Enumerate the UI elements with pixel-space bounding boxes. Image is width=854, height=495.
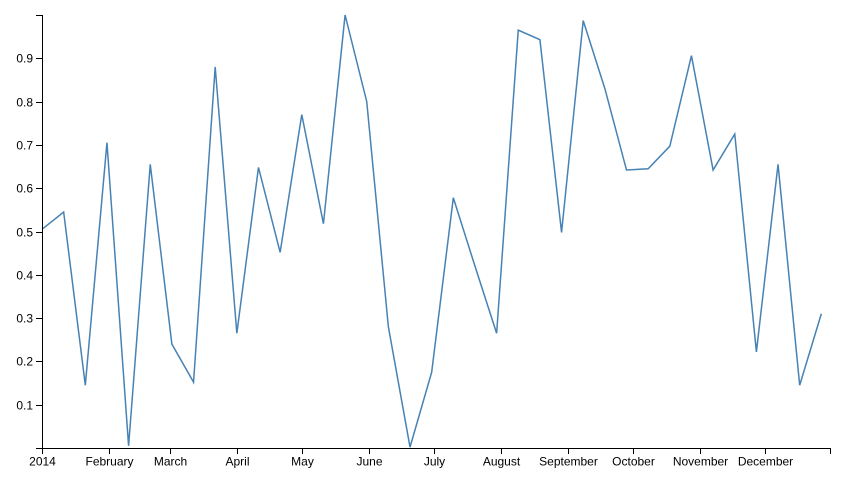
x-tick-label: October <box>612 455 655 469</box>
x-tick-label: May <box>291 455 314 469</box>
y-tick-label: 0.5 <box>16 225 33 239</box>
x-axis: 2014 February March April May June July August S… <box>29 448 831 469</box>
x-tick-label: December <box>738 455 793 469</box>
chart-marks <box>41 14 823 448</box>
y-axis-line <box>36 15 43 449</box>
series-line <box>41 14 823 448</box>
y-tick-label: 0.7 <box>16 138 33 152</box>
x-tick-label: August <box>483 455 521 469</box>
y-tick-label: 0.6 <box>16 181 33 195</box>
y-tick-label: 0.3 <box>16 311 33 325</box>
x-axis-line <box>42 448 831 454</box>
x-tick-label: April <box>225 455 249 469</box>
x-tick-label: July <box>424 455 445 469</box>
y-tick-label: 0.8 <box>16 95 33 109</box>
x-tick-label: February <box>85 455 133 469</box>
y-tick-label: 0.4 <box>16 268 33 282</box>
x-tick-label: September <box>539 455 598 469</box>
y-tick-label: 0.1 <box>16 398 33 412</box>
x-tick-label: 2014 <box>29 455 56 469</box>
y-axis: 0.1 0.2 0.3 0.4 0.5 0.6 0.7 0.8 0.9 <box>16 15 43 449</box>
x-tick-label: June <box>356 455 382 469</box>
x-tick-label: November <box>673 455 728 469</box>
x-tick-label: March <box>154 455 187 469</box>
y-tick-label: 0.9 <box>16 51 33 65</box>
y-tick-label: 0.2 <box>16 354 33 368</box>
